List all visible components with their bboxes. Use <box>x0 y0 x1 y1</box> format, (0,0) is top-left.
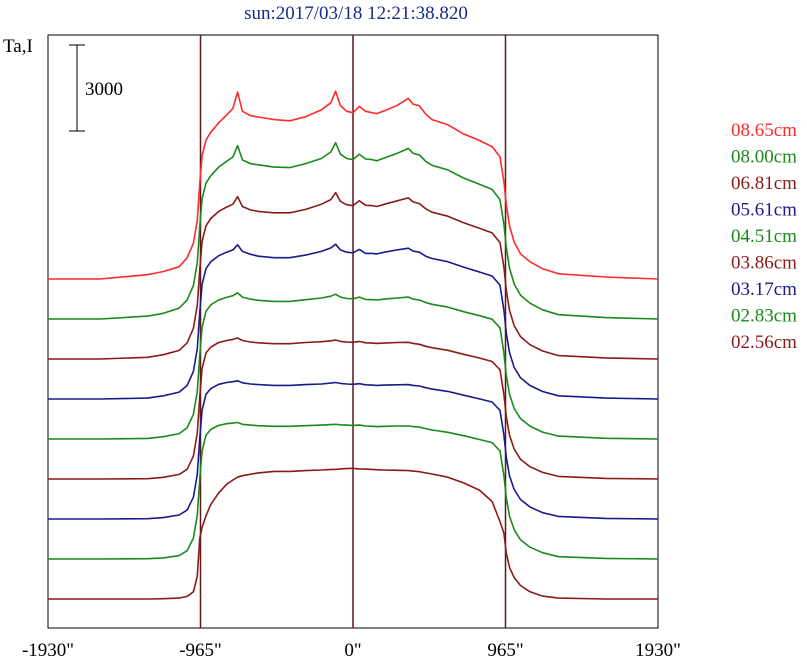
legend-entry: 08.65cm <box>731 120 797 141</box>
legend-entry: 05.61cm <box>731 200 797 221</box>
series-line-03.86cm <box>48 337 659 480</box>
scale-bar-label: 3000 <box>85 79 123 100</box>
reference-lines <box>199 35 507 628</box>
series-line-03.17cm <box>48 379 659 520</box>
legend-entry: 02.56cm <box>731 332 797 353</box>
legend-entry: 06.81cm <box>731 173 797 194</box>
x-tick-labels: -1930" -965" 0" 965" 1930" <box>22 640 681 661</box>
scale-bar: 3000 <box>69 44 123 132</box>
x-tick-label: 1930" <box>635 640 681 661</box>
series-line-05.61cm <box>48 243 659 400</box>
series-line-08.00cm <box>48 141 659 320</box>
legend: 08.65cm 08.00cm 06.81cm 05.61cm 04.51cm 03.86… <box>731 120 797 353</box>
series-group <box>48 90 659 600</box>
x-tick-label: -965" <box>179 640 222 661</box>
legend-entry: 03.17cm <box>731 279 797 300</box>
x-tick-label: -1930" <box>22 640 74 661</box>
series-line-08.65cm <box>48 90 659 280</box>
series-line-02.83cm <box>48 421 659 560</box>
x-tick-label: 0" <box>344 640 361 661</box>
chart-title: sun:2017/03/18 12:21:38.820 <box>244 3 468 24</box>
y-axis-label: Ta,I <box>3 36 33 57</box>
legend-entry: 08.00cm <box>731 147 797 168</box>
legend-entry: 03.86cm <box>731 253 797 274</box>
series-line-06.81cm <box>48 191 659 360</box>
legend-entry: 04.51cm <box>731 226 797 247</box>
series-line-04.51cm <box>48 291 659 440</box>
series-line-02.56cm <box>48 467 658 600</box>
x-tick-label: 965" <box>487 640 523 661</box>
legend-entry: 02.83cm <box>731 306 797 327</box>
